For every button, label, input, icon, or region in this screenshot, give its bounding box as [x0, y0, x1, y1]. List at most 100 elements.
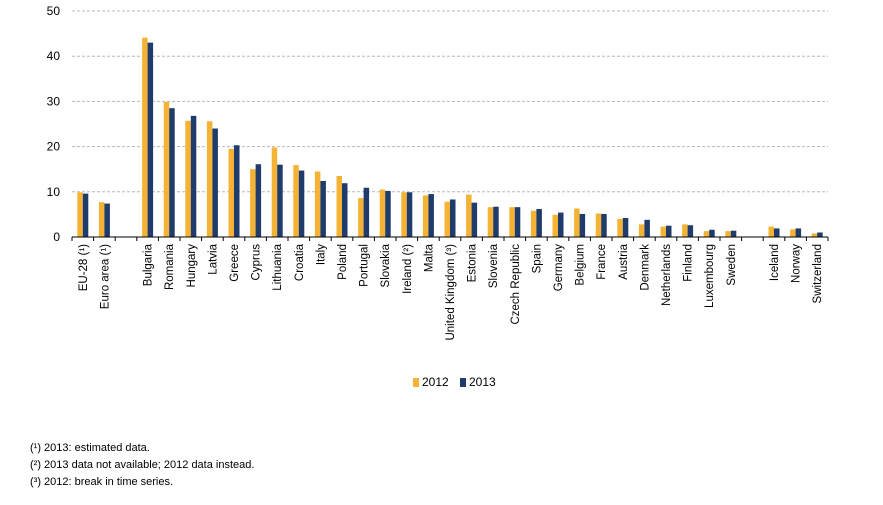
bar-2012	[530, 210, 537, 237]
x-tick-label: Belgium	[575, 244, 587, 286]
bar-2012	[638, 224, 645, 237]
x-tick-label: Netherlands	[661, 244, 673, 306]
bar-2013	[255, 164, 262, 237]
bar-2012	[725, 231, 731, 237]
bar-2012	[163, 101, 170, 238]
bar-2012	[142, 37, 148, 237]
x-tick-label: Spain	[531, 244, 543, 273]
bar-2012	[336, 175, 342, 237]
bar-2012	[271, 147, 278, 237]
bar-2013	[579, 213, 586, 237]
bar-2012	[574, 208, 580, 237]
x-tick-label: EU-28 (¹)	[78, 244, 90, 291]
x-tick-label: Czech Republic	[510, 244, 522, 325]
bar-2012	[617, 218, 623, 237]
bar-2012	[422, 195, 429, 237]
y-tick-label: 0	[53, 230, 60, 244]
bar-2013	[709, 229, 715, 237]
bar-2013	[644, 219, 650, 237]
x-tick-label: Iceland	[769, 244, 781, 281]
y-tick-label: 30	[47, 94, 61, 108]
bar-2012	[77, 192, 83, 237]
bar-2013	[212, 128, 218, 237]
bar-2012	[768, 226, 774, 237]
bar-2012	[811, 233, 818, 237]
bar-2012	[98, 202, 105, 237]
bar-2013	[471, 202, 478, 237]
x-tick-label: Slovakia	[380, 243, 392, 287]
footnotes: (¹) 2013: estimated data. (²) 2013 data …	[30, 440, 254, 491]
bar-2012	[401, 192, 407, 237]
bar-2012	[703, 231, 710, 237]
bar-2013	[147, 42, 154, 237]
x-tick-label: Greece	[229, 244, 241, 282]
bar-2013	[817, 232, 823, 237]
x-tick-label: Estonia	[467, 243, 479, 282]
bar-2013	[234, 145, 240, 237]
bar-2013	[687, 225, 694, 237]
bar-2013	[385, 190, 391, 237]
x-tick-label: Romania	[164, 243, 176, 290]
footnote-2: (²) 2013 data not available; 2012 data i…	[30, 459, 255, 471]
bar-2012	[293, 165, 299, 237]
x-tick-label: Bulgaria	[143, 243, 155, 286]
bar-2013	[601, 213, 607, 237]
bar-2012	[358, 198, 364, 237]
bar-2012	[682, 224, 688, 237]
legend-label-2012: 2012	[422, 375, 449, 389]
x-tick-label: Poland	[337, 244, 349, 280]
bar-2012	[444, 201, 450, 237]
bar-2013	[169, 108, 175, 238]
bar-2013	[342, 183, 348, 237]
bar-2012	[314, 171, 321, 237]
bar-2013	[493, 206, 499, 237]
bar-2013	[298, 170, 305, 237]
x-tick-label: Croatia	[294, 243, 306, 281]
legend-swatch-2012	[413, 378, 419, 387]
y-tick-label: 20	[47, 140, 61, 154]
legend-swatch-2013	[460, 378, 466, 387]
bar-2013	[363, 187, 370, 237]
bar-2012	[250, 169, 256, 237]
x-tick-label: Norway	[791, 244, 803, 283]
bar-2013	[536, 208, 542, 237]
x-tick-label: Hungary	[186, 244, 198, 288]
bar-2013	[774, 228, 780, 237]
bar-2013	[666, 225, 672, 237]
bar-2013	[622, 218, 629, 237]
bar-2012	[228, 148, 234, 237]
bar-2013	[558, 212, 564, 237]
x-tick-label: Italy	[315, 244, 327, 265]
x-tick-label: Switzerland	[812, 244, 824, 303]
x-tick-label: Malta	[423, 243, 435, 272]
y-tick-label: 40	[47, 49, 61, 63]
bar-2013	[277, 164, 283, 237]
bar-2012	[552, 214, 558, 237]
x-tick-label: Finland	[683, 244, 695, 282]
bar-2013	[514, 207, 521, 237]
x-tick-label: France	[596, 244, 608, 280]
bar-2012	[487, 207, 494, 237]
bar-chart: 0 10 20 30 40 50 EU-28 (¹) Euro area (¹) Bulgari…	[47, 4, 829, 389]
x-tick-label: Sweden	[726, 244, 738, 286]
bar-2012	[509, 207, 515, 237]
x-tick-label: Lithuania	[272, 243, 284, 290]
bar-2012	[185, 120, 191, 237]
bar-2013	[450, 199, 456, 237]
bar-2012	[660, 226, 666, 237]
bar-2013	[82, 193, 89, 237]
x-tick-label: Ireland (²)	[402, 244, 414, 294]
legend-label-2013: 2013	[469, 375, 496, 389]
x-tick-label: Slovenia	[488, 243, 500, 288]
x-tick-label: Euro area (¹)	[99, 244, 111, 309]
y-tick-label: 10	[47, 185, 61, 199]
bar-2013	[320, 180, 326, 237]
x-tick-label: Austria	[618, 243, 630, 279]
x-tick-label: United Kingdom (³)	[445, 244, 457, 341]
footnote-1: (¹) 2013: estimated data.	[30, 442, 150, 454]
x-tick-label: Latvia	[207, 243, 219, 274]
bar-2013	[795, 228, 802, 237]
bar-2013	[190, 115, 197, 237]
x-tick-label: Luxembourg	[704, 244, 716, 308]
bar-2012	[466, 194, 472, 237]
